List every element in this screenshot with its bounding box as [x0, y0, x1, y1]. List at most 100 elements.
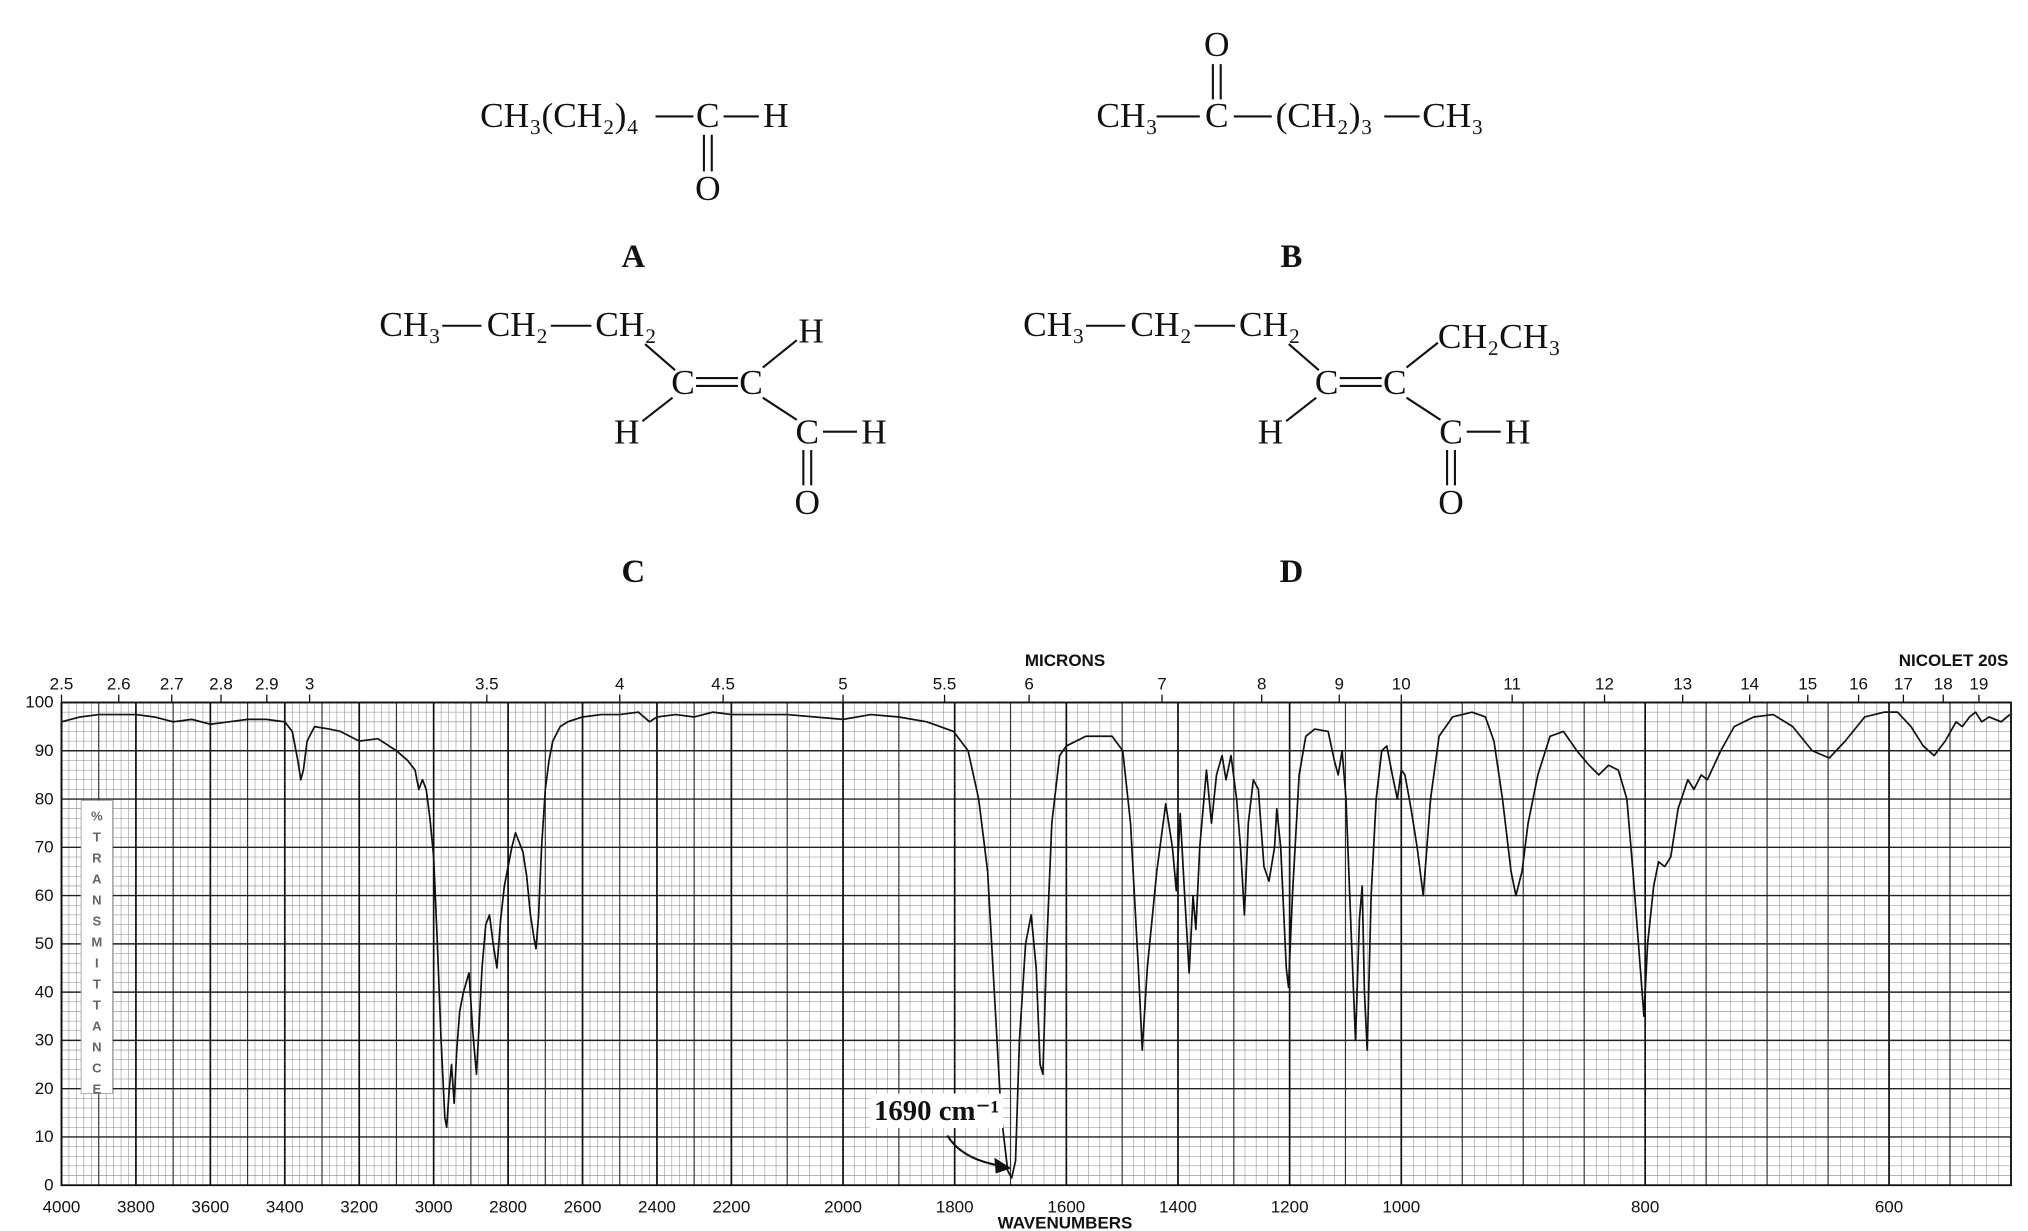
- y-tick-label: 60: [35, 886, 54, 905]
- bond: [762, 339, 798, 369]
- micron-tick-label: 4.5: [711, 674, 735, 693]
- group: H: [861, 412, 887, 451]
- bond: [1405, 341, 1439, 369]
- micron-tick-label: 2.6: [107, 674, 131, 693]
- annotation-arrow: [946, 1134, 1000, 1167]
- group: (CH₂)₃: [1276, 96, 1373, 135]
- x-tick-label: 4000: [43, 1198, 81, 1217]
- micron-tick-label: 3: [305, 674, 314, 693]
- y-tick-label: 30: [35, 1031, 54, 1050]
- group: C: [795, 412, 819, 451]
- x-tick-label: 800: [1631, 1198, 1659, 1217]
- y-tick-label: 50: [35, 934, 54, 953]
- group: CH₃: [1422, 96, 1483, 135]
- group: C: [1383, 363, 1407, 402]
- x-tick-label: 1600: [1047, 1198, 1085, 1217]
- x-tick-label: 1400: [1159, 1198, 1197, 1217]
- group: C: [671, 363, 695, 402]
- group: H: [1505, 412, 1531, 451]
- micron-tick-label: 16: [1849, 674, 1868, 693]
- bond: [644, 343, 676, 372]
- x-tick-label: 3000: [415, 1198, 453, 1217]
- group: C: [1205, 96, 1229, 135]
- bond: [762, 396, 798, 421]
- micron-tick-label: 8: [1257, 674, 1266, 693]
- x-tick-label: 3200: [340, 1198, 378, 1217]
- y-tick-label: 70: [35, 838, 54, 857]
- x-tick-label: 2800: [489, 1198, 527, 1217]
- bond: [1288, 343, 1320, 372]
- group: H: [1258, 412, 1284, 451]
- instrument-label: NICOLET 20S: [1899, 651, 2009, 670]
- structure-label: A: [621, 239, 645, 275]
- x-tick-label: 2200: [712, 1198, 750, 1217]
- structure-b: CH₃ C (CH₂)₃ CH₃ O B: [1096, 25, 1483, 275]
- structure-a: CH₃(CH₂)₄ C H O A: [480, 96, 788, 275]
- annotation: 1690 cm⁻¹: [874, 1095, 999, 1127]
- group: H: [763, 96, 789, 135]
- spectrum-chart: MICRONS NICOLET 20S WAVENUMBERS 0 10 20 30 4…: [25, 651, 2012, 1231]
- group: C: [1439, 412, 1463, 451]
- micron-tick-label: 4: [615, 674, 624, 693]
- micron-tick-label: 7: [1157, 674, 1166, 693]
- bond: [641, 396, 674, 423]
- micron-tick-label: 5: [838, 674, 847, 693]
- micron-tick-label: 19: [1969, 674, 1988, 693]
- x-tick-label: 1200: [1271, 1198, 1309, 1217]
- grid: [60, 694, 2012, 1186]
- structure-label: B: [1280, 239, 1302, 275]
- x-tick-label: 1800: [936, 1198, 974, 1217]
- x-tick-label: 2000: [824, 1198, 862, 1217]
- group: CH₂: [1239, 305, 1300, 344]
- y-tick-label: 80: [35, 789, 54, 808]
- x-tick-label: 1000: [1382, 1198, 1420, 1217]
- y-tick-label: 90: [35, 741, 54, 760]
- micron-tick-label: 10: [1392, 674, 1411, 693]
- group: CH₃: [1023, 305, 1084, 344]
- micron-tick-label: 12: [1595, 674, 1614, 693]
- group: H: [798, 312, 824, 351]
- micron-tick-label: 2.5: [50, 674, 74, 693]
- group: H: [614, 412, 640, 451]
- micron-tick-label: 18: [1934, 674, 1953, 693]
- micron-tick-label: 13: [1673, 674, 1692, 693]
- group: O: [795, 483, 821, 522]
- annotation-arrowhead: [994, 1157, 1012, 1174]
- x-tick-label: 600: [1875, 1198, 1903, 1217]
- x-tick-label: 2600: [564, 1198, 602, 1217]
- micron-tick-label: 2.7: [160, 674, 184, 693]
- y-label-box: [80, 800, 113, 1095]
- x-tick-label: 2400: [638, 1198, 676, 1217]
- structure-d: CH₃ CH₂ CH₂ C C CH₂CH₃ H C H O D: [1023, 305, 1561, 590]
- x-tick-label: 3400: [266, 1198, 304, 1217]
- micron-tick-label: 11: [1503, 674, 1521, 693]
- y-tick-label: 40: [35, 982, 54, 1001]
- group: CH₃: [379, 305, 440, 344]
- micron-tick-label: 14: [1740, 674, 1759, 693]
- plot-frame: [60, 701, 2012, 1187]
- micron-tick-label: 9: [1335, 674, 1344, 693]
- y-tick-label: 10: [35, 1127, 54, 1146]
- structure-label: C: [621, 554, 645, 590]
- x-tick-label: 3600: [191, 1198, 229, 1217]
- spectrum-line: [61, 711, 2011, 1179]
- y-tick-label: 100: [25, 693, 53, 712]
- structure-c: CH₃ CH₂ CH₂ C C H H C H O C: [379, 305, 886, 590]
- micron-tick-label: 17: [1894, 674, 1913, 693]
- group: CH₂: [1130, 305, 1191, 344]
- micron-tick-label: 3.5: [475, 674, 499, 693]
- x-tick-label: 3800: [117, 1198, 155, 1217]
- group: C: [1315, 363, 1339, 402]
- group: C: [696, 96, 720, 135]
- micron-tick-label: 6: [1024, 674, 1033, 693]
- group: O: [1204, 25, 1230, 64]
- group: CH₃(CH₂)₄: [480, 96, 639, 135]
- group: CH₃: [1096, 96, 1157, 135]
- annotation-bg: [870, 1093, 1004, 1129]
- group: C: [739, 363, 763, 402]
- micron-tick-label: 2.9: [255, 674, 279, 693]
- y-axis-label: %TRANSMITTANCE: [89, 808, 104, 1102]
- group: CH₂CH₃: [1438, 317, 1561, 356]
- group: O: [695, 169, 721, 208]
